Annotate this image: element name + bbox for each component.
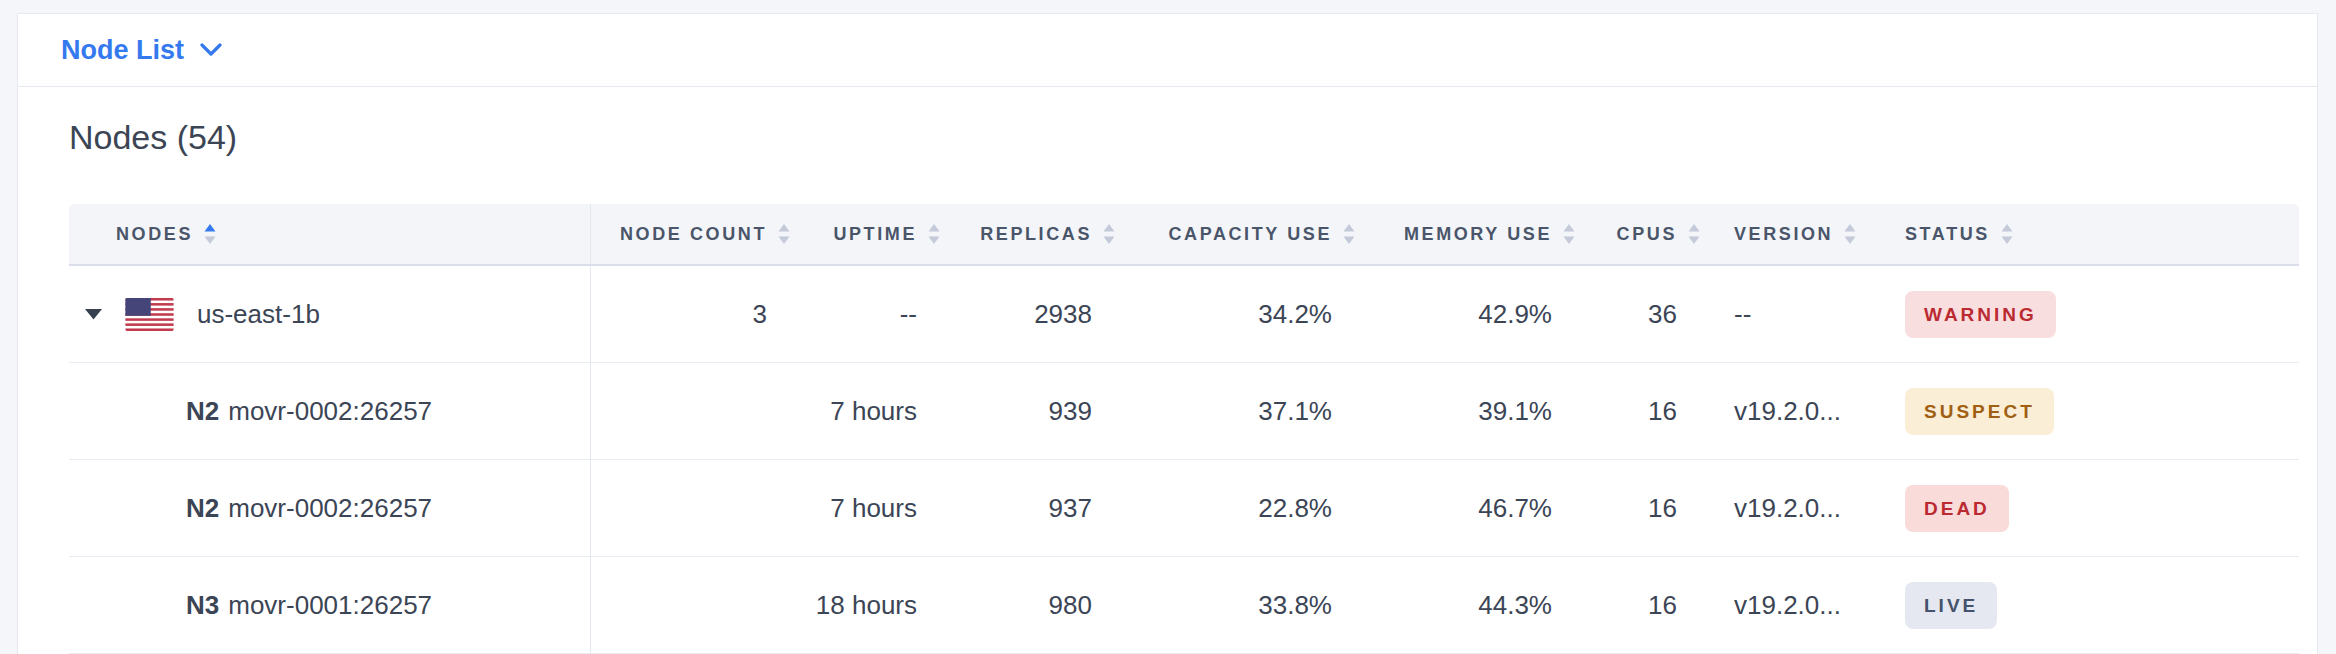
status-badge-live: LIVE bbox=[1905, 582, 1997, 629]
version-cell: v19.2.0... bbox=[1701, 363, 1901, 459]
status-cell: SUSPECT bbox=[1901, 363, 2299, 459]
version-cell: -- bbox=[1701, 266, 1901, 362]
topbar: Node List bbox=[18, 14, 2317, 87]
node-id: N2 bbox=[186, 396, 219, 427]
memory-use-cell: 42.9% bbox=[1356, 266, 1576, 362]
capacity-use-cell: 34.2% bbox=[1116, 266, 1356, 362]
memory-use-cell: 44.3% bbox=[1356, 557, 1576, 653]
uptime-cell: 18 hours bbox=[791, 557, 941, 653]
column-header-memory-use[interactable]: MEMORY USE bbox=[1356, 204, 1576, 264]
column-header-cpus[interactable]: CPUS bbox=[1576, 204, 1701, 264]
chevron-down-icon bbox=[200, 43, 222, 57]
capacity-use-cell: 33.8% bbox=[1116, 557, 1356, 653]
sort-icon bbox=[1562, 222, 1576, 246]
node-id: N2 bbox=[186, 493, 219, 524]
status-badge-warning: WARNING bbox=[1905, 291, 2056, 338]
column-header-node-count[interactable]: NODE COUNT bbox=[590, 204, 791, 264]
node-count-cell bbox=[590, 460, 791, 556]
nodes-table: NODES NODE COUNT UPTIME bbox=[69, 204, 2299, 654]
node-address: movr-0002:26257 bbox=[228, 493, 432, 524]
status-badge-dead: DEAD bbox=[1905, 485, 2009, 532]
memory-use-cell: 46.7% bbox=[1356, 460, 1576, 556]
capacity-use-cell: 37.1% bbox=[1116, 363, 1356, 459]
sort-icon bbox=[1687, 222, 1701, 246]
capacity-use-cell: 22.8% bbox=[1116, 460, 1356, 556]
view-selector-label: Node List bbox=[61, 35, 184, 66]
status-badge-suspect: SUSPECT bbox=[1905, 388, 2054, 435]
node-address: movr-0001:26257 bbox=[228, 590, 432, 621]
page-title: Nodes (54) bbox=[69, 114, 2317, 160]
node-name-cell: N2 movr-0002:26257 bbox=[69, 363, 590, 459]
collapse-caret-icon[interactable] bbox=[84, 308, 103, 320]
column-header-status[interactable]: STATUS bbox=[1901, 204, 2299, 264]
table-row-region[interactable]: us-east-1b 3 -- 2938 34.2% 42.9% 36 -- W… bbox=[69, 266, 2299, 363]
memory-use-cell: 39.1% bbox=[1356, 363, 1576, 459]
table-row-node[interactable]: N3 movr-0001:26257 18 hours 980 33.8% 44… bbox=[69, 557, 2299, 654]
cpus-cell: 16 bbox=[1576, 363, 1701, 459]
column-header-replicas[interactable]: REPLICAS bbox=[941, 204, 1116, 264]
node-name-cell: N2 movr-0002:26257 bbox=[69, 460, 590, 556]
node-count-cell: 3 bbox=[590, 266, 791, 362]
cpus-cell: 16 bbox=[1576, 557, 1701, 653]
table-row-node[interactable]: N2 movr-0002:26257 7 hours 939 37.1% 39.… bbox=[69, 363, 2299, 460]
table-row-node[interactable]: N2 movr-0002:26257 7 hours 937 22.8% 46.… bbox=[69, 460, 2299, 557]
node-address: movr-0002:26257 bbox=[228, 396, 432, 427]
sort-icon bbox=[777, 222, 791, 246]
sort-icon bbox=[1342, 222, 1356, 246]
replicas-cell: 2938 bbox=[941, 266, 1116, 362]
node-count-cell bbox=[590, 557, 791, 653]
column-header-uptime[interactable]: UPTIME bbox=[791, 204, 941, 264]
sort-icon bbox=[927, 222, 941, 246]
column-header-nodes[interactable]: NODES bbox=[69, 204, 590, 264]
uptime-cell: -- bbox=[791, 266, 941, 362]
status-cell: WARNING bbox=[1901, 266, 2299, 362]
sort-icon bbox=[2000, 222, 2014, 246]
column-header-capacity-use[interactable]: CAPACITY USE bbox=[1116, 204, 1356, 264]
node-count-cell bbox=[590, 363, 791, 459]
version-cell: v19.2.0... bbox=[1701, 557, 1901, 653]
node-name-cell: N3 movr-0001:26257 bbox=[69, 557, 590, 653]
uptime-cell: 7 hours bbox=[791, 460, 941, 556]
sort-icon bbox=[1102, 222, 1116, 246]
replicas-cell: 937 bbox=[941, 460, 1116, 556]
sort-icon-active-asc bbox=[203, 222, 217, 246]
table-header-row: NODES NODE COUNT UPTIME bbox=[69, 204, 2299, 266]
status-cell: LIVE bbox=[1901, 557, 2299, 653]
node-id: N3 bbox=[186, 590, 219, 621]
status-cell: DEAD bbox=[1901, 460, 2299, 556]
column-header-version[interactable]: VERSION bbox=[1701, 204, 1901, 264]
view-selector-dropdown[interactable]: Node List bbox=[61, 35, 222, 66]
version-cell: v19.2.0... bbox=[1701, 460, 1901, 556]
uptime-cell: 7 hours bbox=[791, 363, 941, 459]
node-list-screen: Node List Nodes (54) NODES NODE COUNT bbox=[0, 0, 2336, 654]
content-card: Node List Nodes (54) NODES NODE COUNT bbox=[17, 13, 2318, 654]
cpus-cell: 16 bbox=[1576, 460, 1701, 556]
sort-icon bbox=[1843, 222, 1857, 246]
cpus-cell: 36 bbox=[1576, 266, 1701, 362]
region-cell: us-east-1b bbox=[69, 266, 590, 362]
replicas-cell: 980 bbox=[941, 557, 1116, 653]
region-name: us-east-1b bbox=[197, 299, 320, 330]
us-flag-icon bbox=[125, 298, 174, 331]
replicas-cell: 939 bbox=[941, 363, 1116, 459]
